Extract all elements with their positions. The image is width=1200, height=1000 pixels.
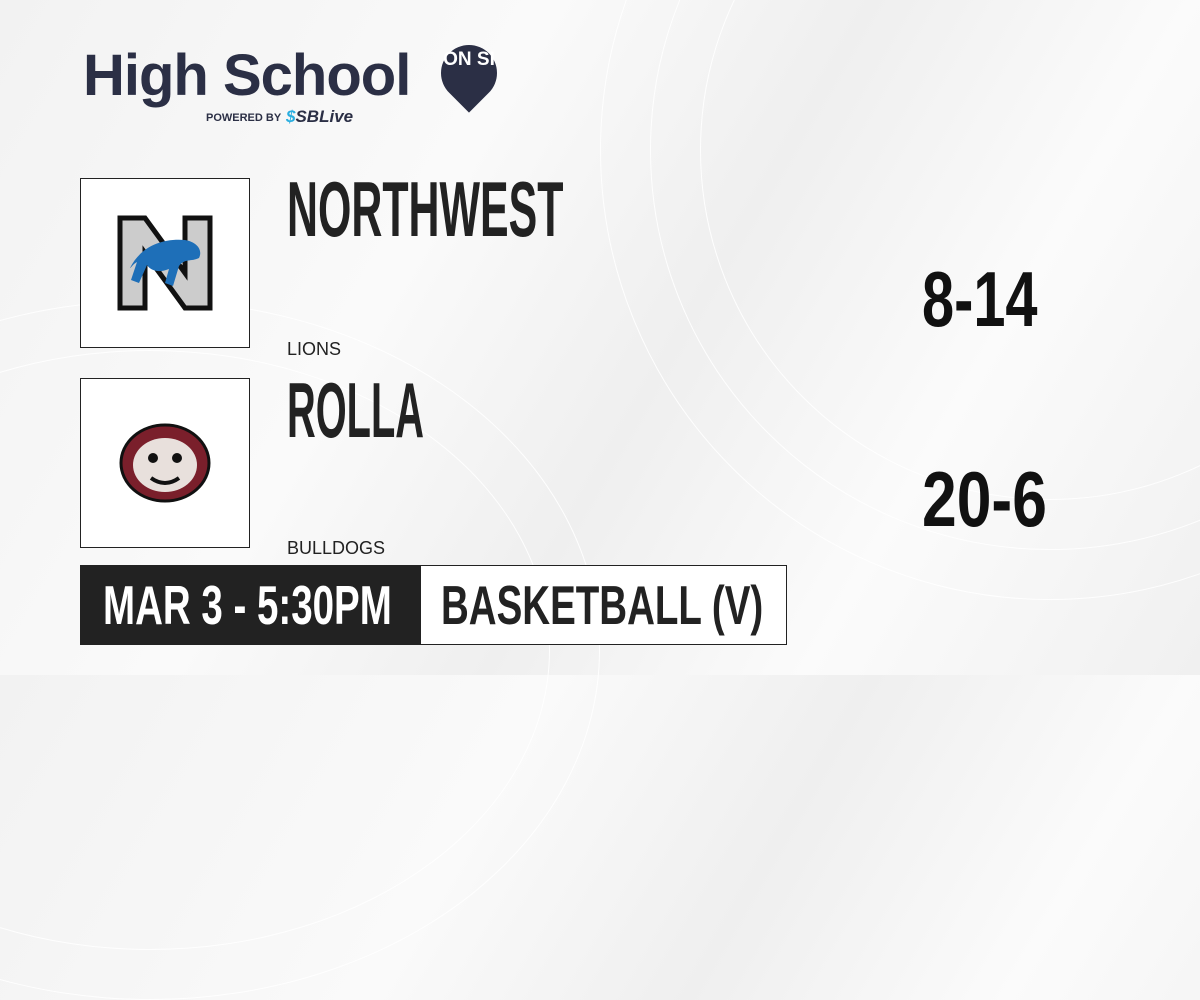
- team-mascot-away: BULLDOGS: [287, 538, 386, 558]
- team-record-home: 8-14: [922, 255, 1038, 343]
- game-datetime-panel: MAR 3 - 5:30PM: [81, 566, 421, 644]
- powered-by-label: POWERED BY: [206, 112, 282, 124]
- sblive-logo: $SBLive: [286, 107, 354, 126]
- sblive-mark-icon: $: [286, 107, 296, 126]
- game-datetime: MAR 3 - 5:30PM: [103, 574, 392, 636]
- rolla-logo: [80, 378, 250, 548]
- lion-n-icon: [117, 215, 213, 311]
- game-sport: BASKETBALL (V): [441, 574, 764, 636]
- team-mascot-home: LIONS: [287, 339, 342, 359]
- team-record-away: 20-6: [922, 455, 1047, 543]
- pin-logo-text: ON SI: [443, 49, 495, 70]
- team-name-home: NORTHWEST: [287, 165, 564, 253]
- bulldog-icon: [119, 423, 211, 503]
- game-sport-panel: BASKETBALL (V): [421, 566, 786, 644]
- northwest-logo: [80, 178, 250, 348]
- brand-title: High School: [83, 43, 411, 108]
- team-name-away: ROLLA: [287, 366, 424, 454]
- game-info-bar: MAR 3 - 5:30PM BASKETBALL (V): [80, 565, 787, 645]
- si-pin-icon: [429, 33, 509, 113]
